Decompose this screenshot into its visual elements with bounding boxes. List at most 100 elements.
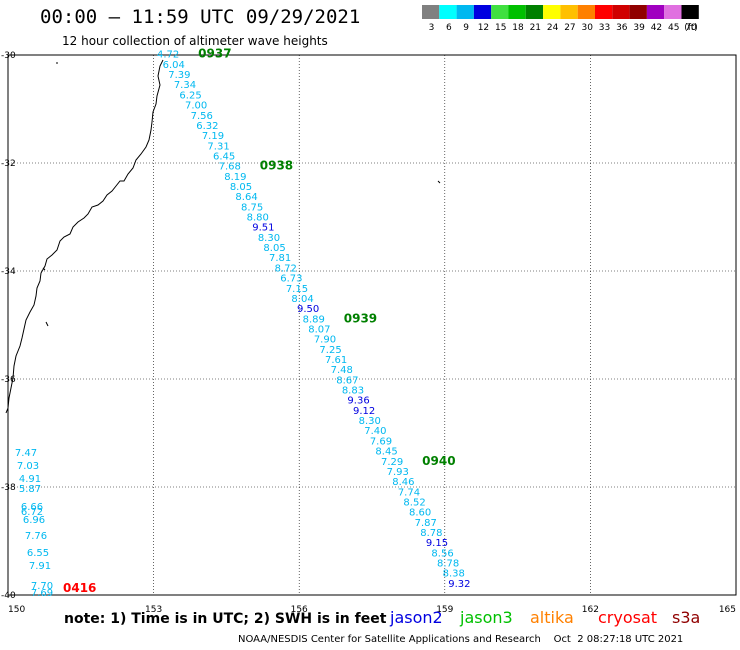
legend-swatch	[491, 5, 509, 19]
wave-height-label: 8.46	[392, 477, 414, 488]
legend-swatch	[646, 5, 665, 19]
footer-note: note: 1) Time is in UTC; 2) SWH is in fe…	[64, 611, 387, 627]
wave-height-label: 9.15	[426, 538, 448, 549]
pass-time-label: 0937	[198, 47, 231, 61]
legend-label: 45	[668, 23, 679, 33]
lon-tick-label: 159	[436, 605, 453, 615]
wave-height-label: 7.70	[31, 581, 53, 592]
altimeter-track-jason3: 4.726.047.397.346.257.007.566.327.197.31…	[157, 47, 470, 590]
wave-height-label: 7.81	[269, 253, 291, 264]
wave-height-label: 8.38	[443, 569, 465, 580]
pass-time-label: 0938	[260, 159, 293, 173]
pass-time-label: 0940	[422, 454, 455, 468]
wave-height-label: 6.66	[21, 502, 43, 513]
wave-height-label: 7.87	[415, 518, 437, 529]
wave-height-label: 6.04	[163, 60, 185, 71]
wave-height-label: 7.68	[219, 162, 241, 173]
wave-height-label: 9.36	[347, 396, 369, 407]
legend-swatch	[629, 5, 647, 19]
wave-height-label: 8.56	[431, 548, 453, 559]
legend-swatch	[456, 5, 474, 19]
coastline	[5, 59, 441, 414]
legend-swatch	[577, 5, 595, 19]
lon-tick-label: 156	[291, 605, 308, 615]
legend-label: 9	[463, 23, 469, 33]
legend-label: 3	[429, 23, 435, 33]
wave-height-label: 6.55	[27, 548, 49, 559]
wave-height-label: 8.05	[263, 243, 285, 254]
wave-height-label: 8.19	[224, 172, 246, 183]
legend-label: 21	[530, 23, 541, 33]
map-frame	[7, 54, 737, 596]
wave-height-label: 7.25	[319, 345, 341, 356]
satellite-label-s3a: s3a	[672, 608, 701, 627]
legend-swatch	[664, 5, 682, 19]
legend-swatch	[508, 5, 526, 19]
wave-height-label: 8.89	[303, 314, 325, 325]
wave-height-label: 9.32	[448, 579, 470, 590]
lat-tick-label: -36	[1, 375, 16, 385]
wave-height-label: 8.67	[336, 375, 358, 386]
satellite-label-altika: altika	[530, 608, 574, 627]
wave-height-label: 7.48	[331, 365, 353, 376]
legend-label: 36	[616, 23, 628, 33]
legend-swatch	[595, 5, 613, 19]
wave-height-label: 8.30	[359, 416, 381, 427]
legend-swatch	[681, 5, 699, 19]
wave-height-label: 6.73	[280, 274, 302, 285]
wave-height-label: 7.91	[29, 561, 51, 572]
color-legend: 3 6 9 12 15 18 21 24 27 30 33 36 39 42 45 70(ft)	[422, 5, 699, 33]
wave-height-label: 7.76	[25, 531, 47, 542]
wave-height-label: 8.30	[258, 233, 280, 244]
legend-label: 24	[547, 23, 559, 33]
lon-tick-label: 165	[719, 605, 736, 615]
legend-label: 18	[512, 23, 524, 33]
wave-height-label: 7.00	[185, 101, 207, 112]
legend-swatch	[612, 5, 630, 19]
wave-height-label: 7.39	[168, 70, 190, 81]
legend-swatch	[560, 5, 578, 19]
wave-height-label: 6.72	[21, 507, 43, 518]
lat-tick-label: -30	[1, 51, 16, 61]
pass-time-label: 0939	[344, 311, 377, 325]
legend-swatch	[525, 5, 544, 19]
wave-height-label: 8.60	[409, 508, 431, 519]
wave-height-label: 8.75	[241, 202, 263, 213]
wave-height-label: 7.03	[17, 461, 39, 472]
wave-height-label: 8.64	[235, 192, 257, 203]
lat-tick-label: -32	[1, 159, 16, 169]
wave-height-label: 6.96	[23, 515, 45, 526]
wave-height-label: 9.50	[297, 304, 319, 315]
wave-height-label: 6.45	[213, 151, 235, 162]
wave-height-label: 7.93	[387, 467, 409, 478]
lat-tick-label: -40	[1, 591, 16, 601]
wave-height-label: 7.40	[364, 426, 386, 437]
legend-label: 15	[495, 23, 506, 33]
satellite-label-jason3: jason3	[460, 608, 513, 627]
wave-height-label: 8.07	[308, 324, 330, 335]
wave-height-label: 7.74	[398, 487, 420, 498]
map-grid: 150 153 156 159 162 165 -30 -32 -34 -36 -38 -40	[1, 51, 737, 615]
wave-height-label: 6.25	[179, 90, 201, 101]
wave-height-label: 4.91	[19, 474, 41, 485]
wave-height-label: 8.05	[230, 182, 252, 193]
chart-subtitle: 12 hour collection of altimeter wave hei…	[62, 34, 328, 48]
legend-label: 6	[446, 23, 452, 33]
wave-height-label: 7.19	[202, 131, 224, 142]
legend-swatch	[473, 5, 492, 19]
lat-tick-label: -38	[1, 483, 16, 493]
wave-height-label: 8.80	[247, 213, 269, 224]
legend-swatch	[439, 5, 457, 19]
wave-height-label: 8.78	[420, 528, 442, 539]
wave-height-label: 7.69	[370, 436, 392, 447]
wave-height-label: 5.87	[19, 484, 41, 495]
wave-height-label: 9.51	[252, 223, 274, 234]
footer-credit: NOAA/NESDIS Center for Satellite Applica…	[238, 634, 684, 645]
wave-height-label: 7.29	[381, 457, 403, 468]
wave-height-label: 7.56	[191, 111, 213, 122]
lon-tick-label: 153	[145, 605, 162, 615]
satellite-label-cryosat: cryosat	[598, 608, 658, 627]
wave-height-label: 7.61	[325, 355, 347, 366]
wave-height-label: 8.04	[291, 294, 313, 305]
